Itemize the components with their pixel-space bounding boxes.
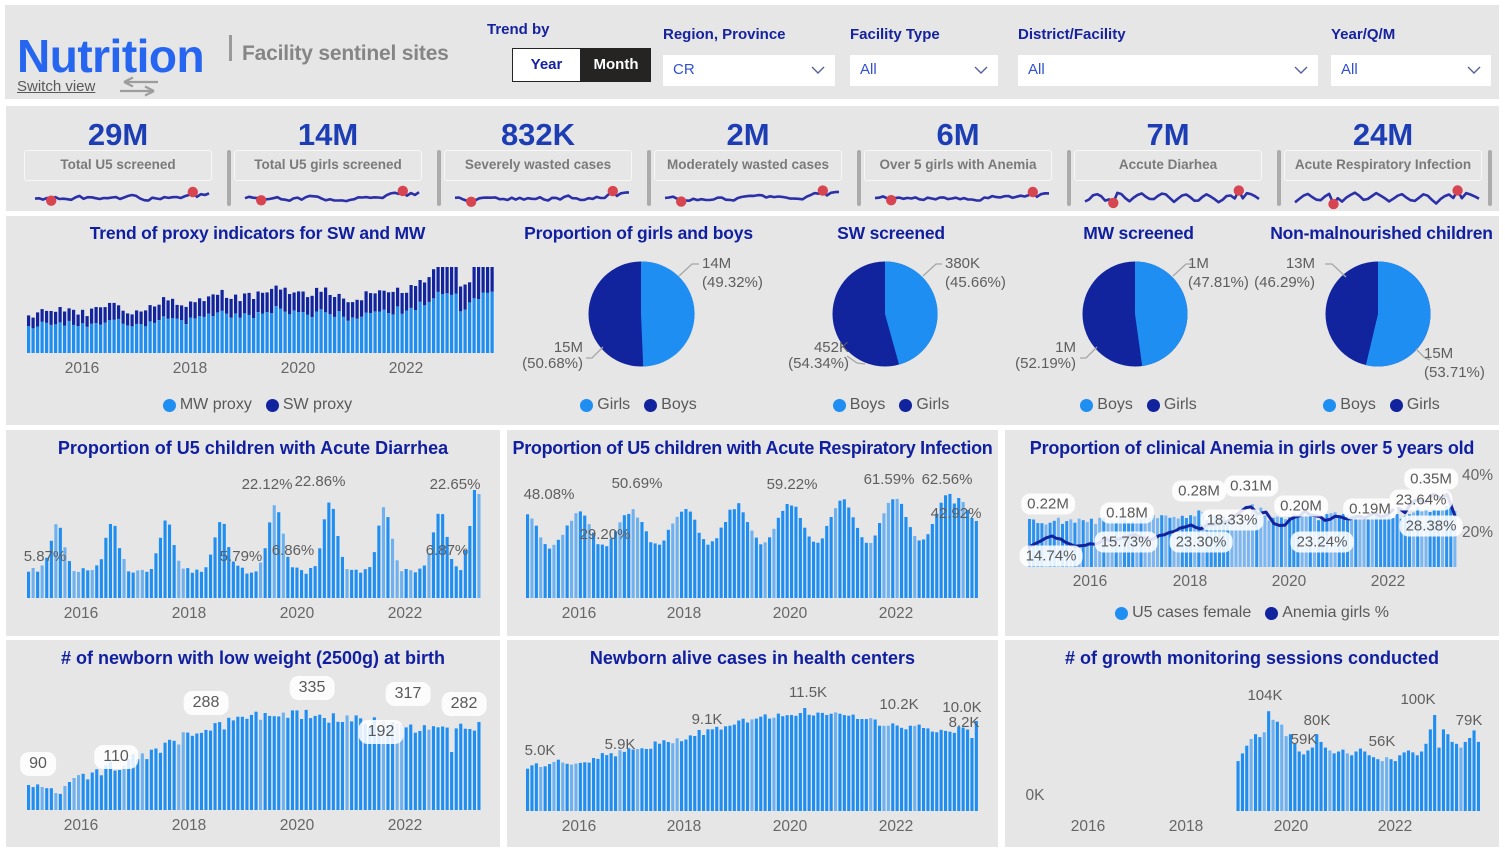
svg-text:2022: 2022 <box>879 818 913 835</box>
svg-text:2018: 2018 <box>173 360 207 377</box>
svg-text:452K: 452K <box>814 339 849 356</box>
svg-text:5.9K: 5.9K <box>605 736 636 753</box>
svg-text:10.0K: 10.0K <box>942 699 981 716</box>
svg-text:(53.71%): (53.71%) <box>1424 364 1485 381</box>
svg-text:2020: 2020 <box>773 605 808 622</box>
svg-text:2020: 2020 <box>1274 818 1309 835</box>
svg-text:2018: 2018 <box>172 605 206 622</box>
svg-text:42.92%: 42.92% <box>931 505 982 522</box>
svg-text:2020: 2020 <box>281 360 316 377</box>
svg-text:20%: 20% <box>1462 524 1493 541</box>
svg-text:2016: 2016 <box>1073 573 1107 590</box>
svg-text:10.2K: 10.2K <box>879 696 918 713</box>
svg-text:2016: 2016 <box>562 818 596 835</box>
svg-text:14M: 14M <box>702 255 731 272</box>
svg-text:13M: 13M <box>1286 255 1315 272</box>
svg-text:2018: 2018 <box>667 818 701 835</box>
svg-text:2016: 2016 <box>64 605 98 622</box>
svg-text:2020: 2020 <box>280 817 315 834</box>
svg-text:2022: 2022 <box>388 817 422 834</box>
svg-text:59K: 59K <box>1291 731 1318 748</box>
svg-text:2018: 2018 <box>172 817 206 834</box>
svg-text:(46.29%): (46.29%) <box>1254 274 1315 291</box>
svg-text:22.65%: 22.65% <box>430 476 481 493</box>
svg-text:2018: 2018 <box>1169 818 1203 835</box>
svg-text:(50.68%): (50.68%) <box>522 355 583 372</box>
svg-text:15M: 15M <box>554 339 583 356</box>
svg-text:(47.81%): (47.81%) <box>1188 274 1249 291</box>
svg-text:(45.66%): (45.66%) <box>945 274 1006 291</box>
svg-text:1M: 1M <box>1188 255 1209 272</box>
svg-text:59.22%: 59.22% <box>767 476 818 493</box>
svg-text:104K: 104K <box>1247 687 1282 704</box>
svg-text:100K: 100K <box>1400 691 1435 708</box>
svg-text:2022: 2022 <box>1378 818 1412 835</box>
svg-text:48.08%: 48.08% <box>524 486 575 503</box>
svg-text:(54.34%): (54.34%) <box>788 355 849 372</box>
svg-text:40%: 40% <box>1462 467 1493 484</box>
svg-text:2022: 2022 <box>389 360 423 377</box>
svg-text:380K: 380K <box>945 255 980 272</box>
svg-text:2020: 2020 <box>773 818 808 835</box>
svg-text:22.86%: 22.86% <box>295 473 346 490</box>
svg-text:5.79%: 5.79% <box>220 548 263 565</box>
svg-text:29.20%: 29.20% <box>580 526 631 543</box>
svg-text:8.2K: 8.2K <box>949 714 980 731</box>
svg-text:2016: 2016 <box>65 360 99 377</box>
svg-text:5.87%: 5.87% <box>24 548 67 565</box>
svg-text:2016: 2016 <box>562 605 596 622</box>
svg-text:(52.19%): (52.19%) <box>1015 355 1076 372</box>
svg-text:2022: 2022 <box>388 605 422 622</box>
svg-text:2018: 2018 <box>667 605 701 622</box>
svg-text:56K: 56K <box>1369 733 1396 750</box>
svg-text:2020: 2020 <box>280 605 315 622</box>
svg-text:2022: 2022 <box>1371 573 1405 590</box>
svg-text:1M: 1M <box>1055 339 1076 356</box>
svg-text:2022: 2022 <box>879 605 913 622</box>
svg-text:15M: 15M <box>1424 345 1453 362</box>
svg-text:62.56%: 62.56% <box>922 471 973 488</box>
svg-text:2018: 2018 <box>1173 573 1207 590</box>
svg-text:6.86%: 6.86% <box>272 542 315 559</box>
svg-text:80K: 80K <box>1304 712 1331 729</box>
svg-text:11.5K: 11.5K <box>789 684 827 701</box>
svg-text:2016: 2016 <box>1071 818 1105 835</box>
svg-text:9.1K: 9.1K <box>692 711 723 728</box>
svg-text:50.69%: 50.69% <box>612 475 663 492</box>
svg-text:2016: 2016 <box>64 817 98 834</box>
svg-text:0K: 0K <box>1026 787 1046 804</box>
svg-text:61.59%: 61.59% <box>864 471 915 488</box>
svg-text:6.87%: 6.87% <box>426 542 469 559</box>
svg-text:5.0K: 5.0K <box>525 742 556 759</box>
svg-text:2020: 2020 <box>1272 573 1307 590</box>
svg-text:79K: 79K <box>1456 712 1483 729</box>
svg-text:(49.32%): (49.32%) <box>702 274 763 291</box>
svg-text:22.12%: 22.12% <box>242 476 293 493</box>
